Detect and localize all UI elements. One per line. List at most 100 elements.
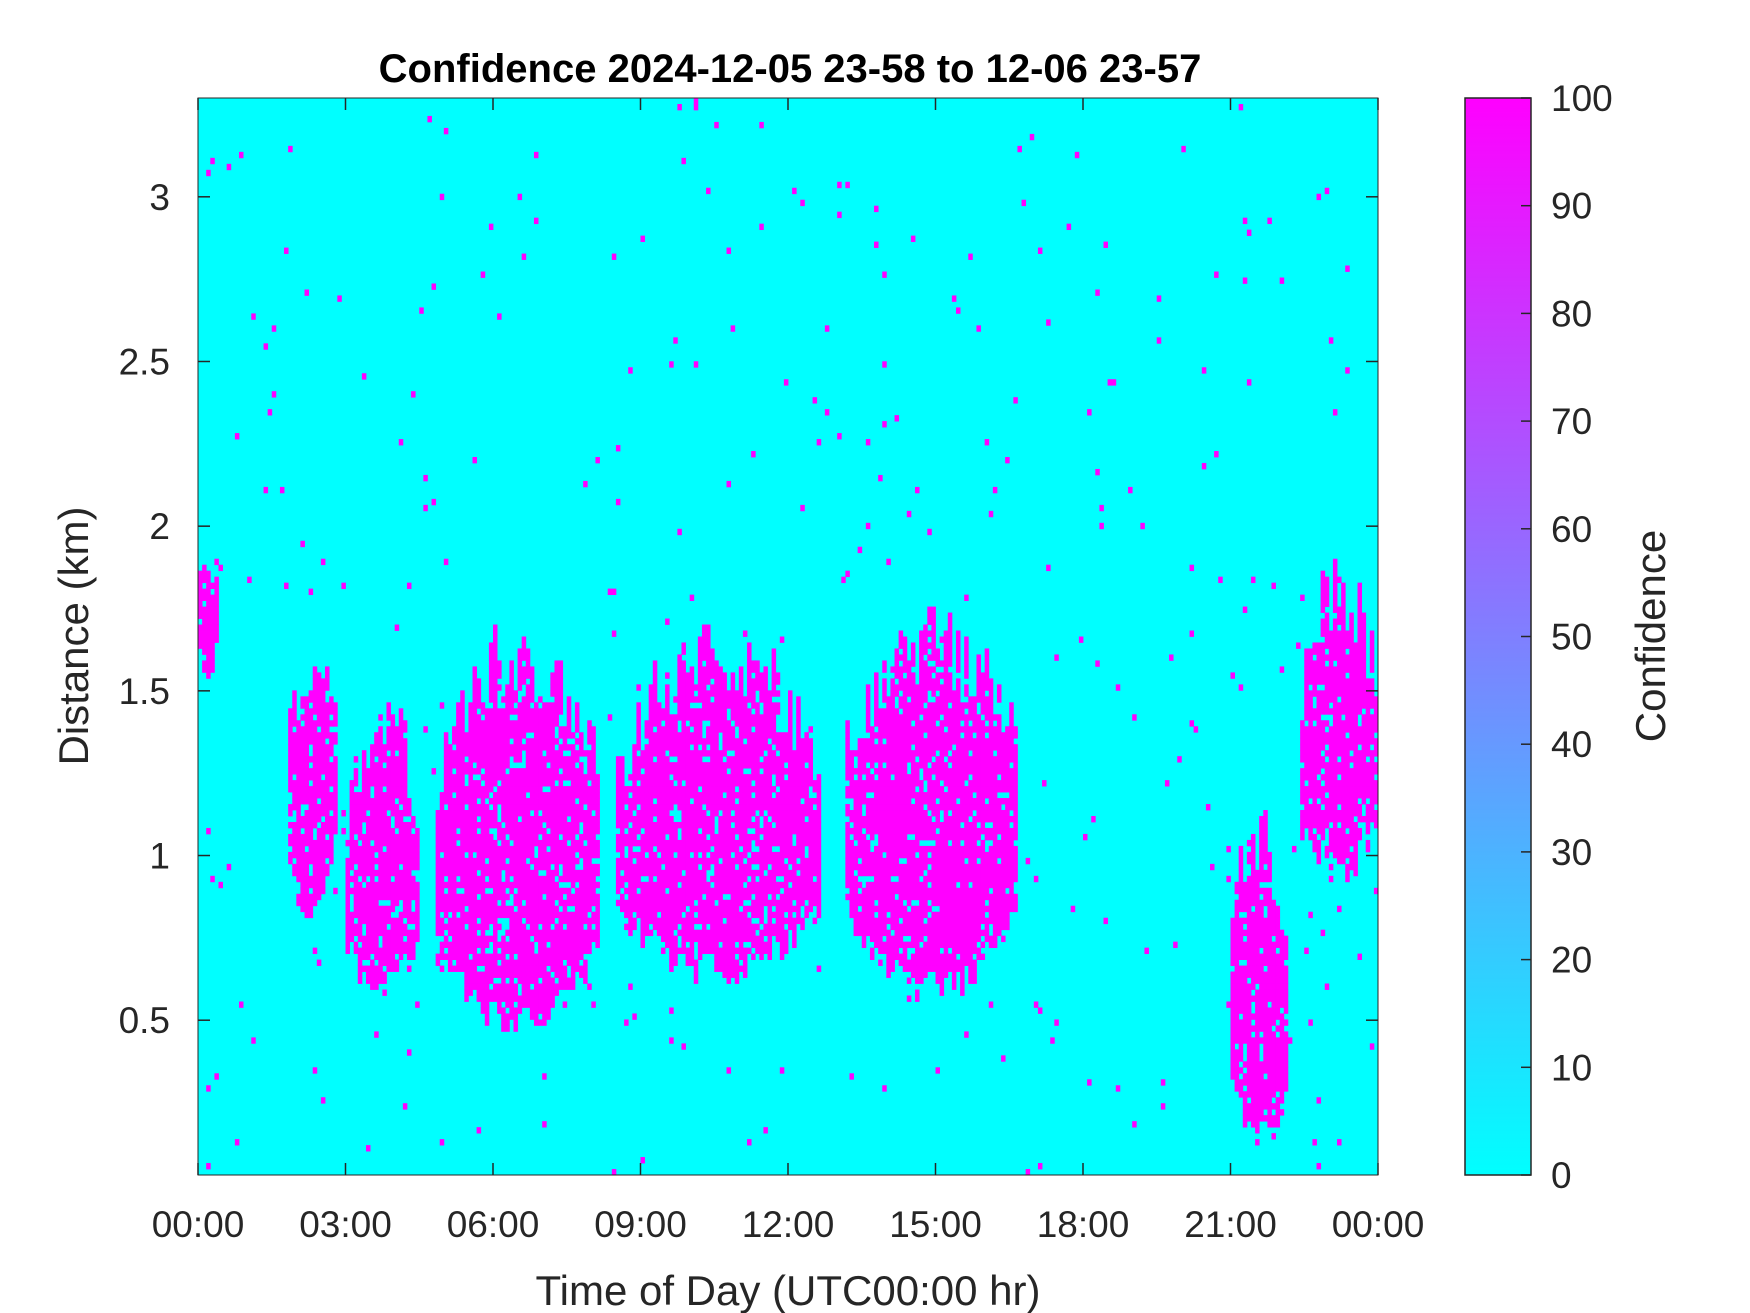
heatmap-cell-2875	[628, 881, 633, 889]
heatmap-cell-72	[214, 600, 219, 607]
heatmap-cell-4490	[788, 786, 793, 793]
heatmap-cell-2180	[533, 217, 539, 225]
heatmap-cell-1708	[497, 720, 502, 727]
heatmap-cell-2537	[566, 804, 572, 811]
heatmap-cell-3515	[693, 720, 699, 727]
heatmap-cell-37	[206, 630, 211, 637]
heatmap-cell-3626	[706, 893, 711, 901]
heatmap-cell-1991	[521, 851, 527, 859]
heatmap-cell-3773	[718, 869, 723, 877]
heatmap-cell-4155	[751, 666, 756, 673]
heatmap-cell-1820	[509, 959, 514, 966]
heatmap-cell-3753	[714, 678, 719, 685]
heatmap-cell-2288	[546, 971, 551, 978]
heatmap-cell-2896	[632, 899, 637, 907]
heatmap-cell-1864	[513, 1019, 518, 1026]
heatmap-cell-1818	[509, 971, 514, 978]
heatmap-cell-1217	[456, 821, 461, 829]
heatmap-cell-4138	[751, 798, 756, 805]
heatmap-cell-1324	[468, 977, 473, 984]
heatmap-cell-1730	[501, 935, 506, 943]
heatmap-cell-3904	[730, 929, 736, 937]
heatmap-cell-3465	[689, 750, 695, 757]
heatmap-cell-333	[316, 762, 322, 769]
heatmap-cell-753	[382, 887, 387, 895]
heatmap-cell-1610	[488, 648, 494, 655]
heatmap-cell-2959	[640, 899, 645, 907]
heatmap-cell-1409	[472, 732, 478, 739]
heatmap-cell-4913	[869, 762, 875, 769]
heatmap-cell-4	[198, 612, 203, 619]
heatmap-cell-4171	[755, 839, 760, 847]
heatmap-cell-21	[202, 606, 207, 613]
heatmap-cell-14	[202, 648, 207, 655]
heatmap-cell-2824	[620, 905, 625, 913]
heatmap-cell-896	[398, 917, 404, 925]
heatmap-cell-3990	[738, 929, 744, 937]
heatmap-cell-2845	[620, 768, 625, 775]
heatmap-cell-4496	[788, 750, 793, 757]
heatmap-cell-171	[296, 732, 301, 739]
heatmap-cell-1640	[493, 816, 498, 823]
heatmap-cell-289	[312, 804, 318, 811]
heatmap-cell-536	[357, 917, 363, 925]
heatmap-cell-3841	[722, 720, 727, 727]
heatmap-cell-454	[333, 714, 338, 721]
heatmap-cell-4810	[857, 780, 863, 787]
heatmap-cell-1627	[493, 905, 498, 913]
heatmap-cell-369	[320, 756, 326, 763]
heatmap-cell-1755	[501, 750, 506, 757]
heatmap-cell-3988	[738, 941, 744, 949]
heatmap-cell-4102	[747, 750, 752, 757]
heatmap-cell-2993	[644, 863, 650, 871]
heatmap-cell-2459	[558, 762, 564, 769]
heatmap-cell-1718	[501, 1013, 506, 1020]
heatmap-cell-1664	[493, 666, 498, 673]
heatmap-cell-4534	[792, 756, 797, 763]
heatmap-cell-3945	[734, 971, 740, 978]
heatmap-cell-1538	[484, 851, 490, 859]
heatmap-cell-1083	[439, 821, 445, 829]
heatmap-cell-795	[386, 833, 391, 841]
heatmap-cell-4653	[808, 756, 813, 763]
heatmap-cell-3102	[656, 887, 662, 895]
heatmap-cell-4851	[865, 911, 871, 919]
heatmap-cell-4761	[849, 756, 854, 763]
heatmap-cell-2124	[529, 696, 535, 703]
heatmap-cell-205	[300, 540, 305, 548]
heatmap-cell-2204	[538, 863, 543, 871]
heatmap-cell-820	[390, 935, 396, 943]
heatmap-cell-196	[300, 756, 305, 763]
heatmap-cell-756	[382, 869, 387, 877]
heatmap-cell-1131	[447, 923, 453, 931]
heatmap-cell-1985	[521, 887, 527, 895]
heatmap-cell-4941	[874, 792, 879, 799]
heatmap-cell-774	[382, 744, 387, 751]
heatmap-cell-3019	[648, 905, 654, 913]
heatmap-cell-640	[370, 869, 375, 877]
heatmap-cell-3629	[706, 863, 711, 871]
heatmap-cell-2187	[538, 983, 543, 990]
heatmap-cell-238	[304, 708, 310, 715]
heatmap-cell-4635	[808, 875, 813, 883]
heatmap-cell-3185	[665, 851, 670, 859]
heatmap-cell-3191	[665, 810, 670, 817]
heatmap-cell-3390	[685, 929, 691, 937]
heatmap-cell-3847	[722, 684, 727, 691]
heatmap-cell-1961	[517, 678, 523, 685]
heatmap-cell-1706	[497, 732, 502, 739]
heatmap-cell-4478	[788, 857, 793, 865]
heatmap-cell-2298	[546, 899, 551, 907]
heatmap-cell-3555	[697, 726, 703, 733]
heatmap-cell-2162	[533, 804, 539, 811]
heatmap-cell-2243	[542, 953, 547, 960]
heatmap-cell-1678	[497, 965, 502, 972]
heatmap-cell-3217	[669, 959, 674, 966]
heatmap-cell-3767	[718, 905, 723, 913]
heatmap-cell-1600	[488, 714, 494, 721]
heatmap-cell-1682	[497, 911, 502, 919]
heatmap-cell-1391	[472, 857, 478, 865]
heatmap-cell-1531	[484, 911, 490, 919]
heatmap-cell-277	[312, 887, 318, 895]
heatmap-cell-4090	[747, 833, 752, 841]
